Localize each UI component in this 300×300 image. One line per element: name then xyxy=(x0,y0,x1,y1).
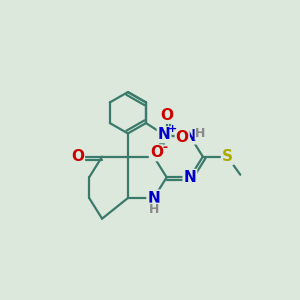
Text: N: N xyxy=(158,127,170,142)
Text: O: O xyxy=(71,149,84,164)
Text: +: + xyxy=(168,124,177,134)
Text: O: O xyxy=(160,108,173,123)
Text: H: H xyxy=(148,203,159,216)
Text: -: - xyxy=(162,141,167,154)
Text: N: N xyxy=(184,128,196,143)
Text: H: H xyxy=(195,127,206,140)
Text: N: N xyxy=(184,170,196,185)
Text: N: N xyxy=(147,190,160,206)
Text: S: S xyxy=(222,149,233,164)
Text: O: O xyxy=(176,130,189,145)
Text: O: O xyxy=(150,145,163,160)
